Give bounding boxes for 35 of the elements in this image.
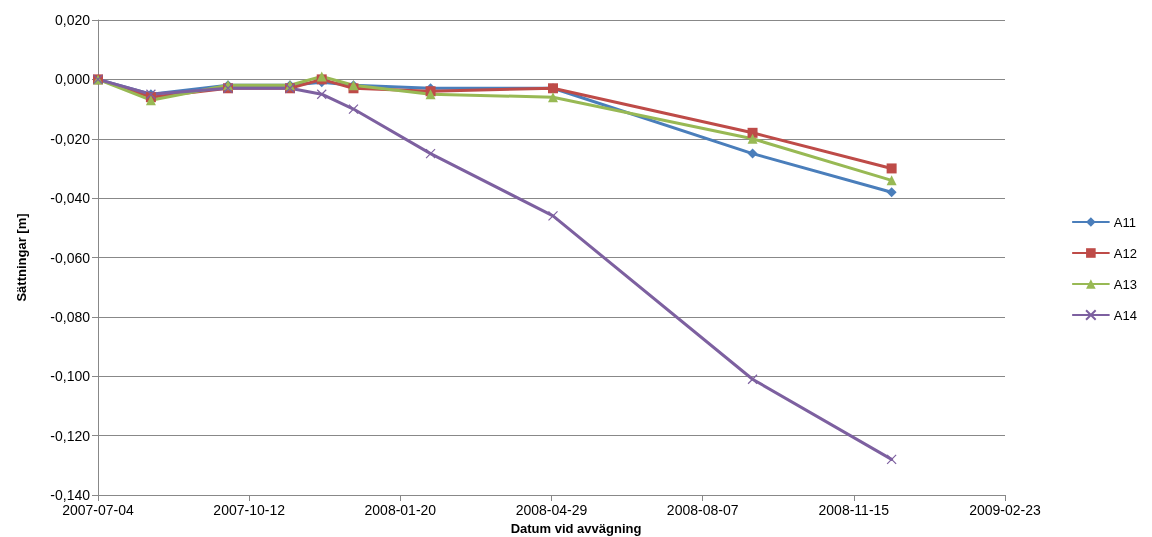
point [425, 148, 436, 159]
y-tick-label: -0,020 [50, 130, 91, 147]
point [747, 374, 758, 385]
x-axis-title: Datum vid avvägning [510, 521, 642, 536]
x-tick-label: 2008-04-29 [515, 502, 588, 518]
legend-label: A11 [1113, 214, 1137, 230]
x-tick-label: 2009-02-23 [969, 502, 1042, 518]
y-axis-title: Sättningar [m] [14, 213, 29, 302]
point [348, 103, 359, 115]
point [747, 133, 758, 144]
legend-label: A14 [1113, 307, 1138, 323]
point [747, 148, 758, 159]
point [547, 210, 559, 222]
point [886, 187, 897, 198]
point [886, 454, 897, 465]
y-tick-label: 0,000 [54, 71, 91, 88]
point [316, 89, 327, 100]
point [747, 127, 758, 138]
x-tick-label: 2008-08-07 [666, 502, 739, 518]
point [886, 175, 897, 186]
y-tick-label: -0,080 [50, 308, 91, 325]
x-tick-label: 2007-07-04 [62, 502, 135, 518]
legend-label: A13 [1113, 276, 1138, 292]
x-tick-label: 2007-10-12 [213, 502, 286, 518]
y-tick-label: -0,060 [50, 249, 91, 266]
y-tick-label: -0,140 [50, 487, 91, 503]
y-tick-label: -0,100 [50, 368, 91, 385]
point [886, 163, 897, 174]
x-tick-label: 2008-11-15 [818, 502, 890, 518]
y-tick-label: 0,020 [54, 12, 91, 28]
point [548, 92, 559, 103]
legend-label: A12 [1113, 245, 1138, 261]
y-tick-label: -0,040 [50, 190, 91, 207]
y-tick-label: -0,120 [50, 427, 91, 444]
x-tick-label: 2008-01-20 [364, 502, 437, 518]
